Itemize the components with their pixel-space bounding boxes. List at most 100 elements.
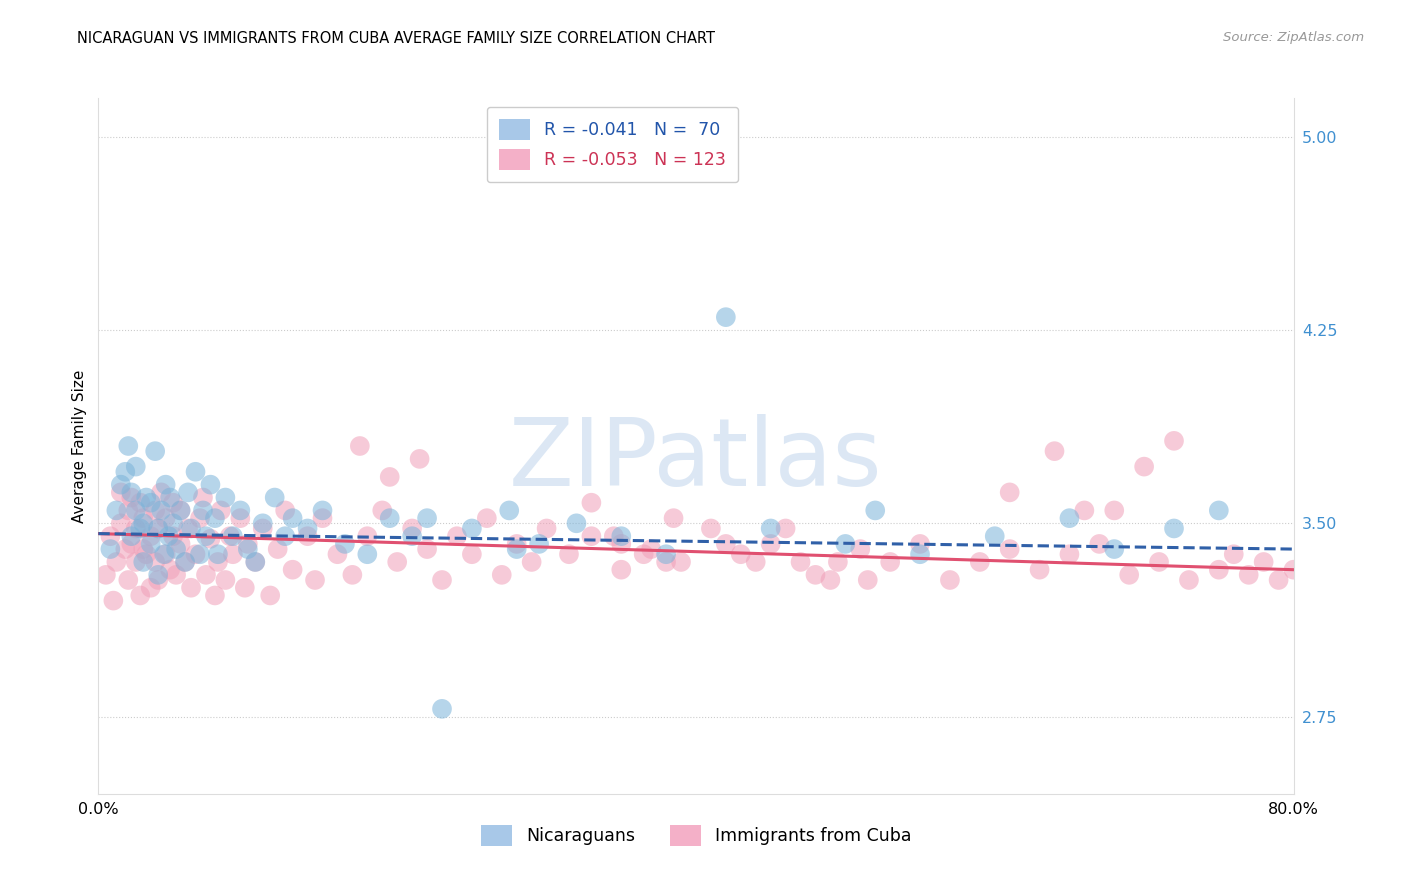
Point xyxy=(191,491,214,505)
Point xyxy=(125,503,148,517)
Point xyxy=(655,547,678,561)
Point xyxy=(349,439,371,453)
Point xyxy=(446,529,468,543)
Point xyxy=(311,503,333,517)
Point xyxy=(125,521,148,535)
Point xyxy=(1088,537,1111,551)
Point xyxy=(640,542,662,557)
Point xyxy=(610,529,633,543)
Point xyxy=(129,521,152,535)
Point xyxy=(714,310,737,325)
Point xyxy=(378,470,401,484)
Point xyxy=(105,503,128,517)
Point xyxy=(132,511,155,525)
Point xyxy=(139,529,162,543)
Point xyxy=(1104,542,1126,557)
Point xyxy=(143,555,166,569)
Point xyxy=(236,537,259,551)
Point xyxy=(1163,521,1185,535)
Point xyxy=(184,465,207,479)
Point xyxy=(105,555,128,569)
Point xyxy=(879,555,901,569)
Point xyxy=(180,581,202,595)
Point xyxy=(200,477,222,491)
Point xyxy=(498,503,520,517)
Point xyxy=(184,547,207,561)
Point xyxy=(633,547,655,561)
Point xyxy=(135,547,157,561)
Legend: Nicaraguans, Immigrants from Cuba: Nicaraguans, Immigrants from Cuba xyxy=(472,816,920,855)
Point xyxy=(117,439,139,453)
Point xyxy=(120,529,142,543)
Point xyxy=(148,567,170,582)
Point xyxy=(200,532,222,546)
Point xyxy=(581,496,603,510)
Point xyxy=(1043,444,1066,458)
Point xyxy=(669,555,692,569)
Point xyxy=(103,593,125,607)
Point xyxy=(475,511,498,525)
Point xyxy=(132,542,155,557)
Point xyxy=(281,563,304,577)
Point xyxy=(110,516,132,531)
Point xyxy=(998,485,1021,500)
Point xyxy=(98,542,122,557)
Point xyxy=(188,547,211,561)
Point xyxy=(252,516,274,531)
Point xyxy=(378,511,401,525)
Point xyxy=(401,529,423,543)
Point xyxy=(274,503,297,517)
Point xyxy=(1133,459,1156,474)
Point xyxy=(236,542,259,557)
Point xyxy=(603,529,626,543)
Point xyxy=(834,537,856,551)
Point xyxy=(1147,555,1170,569)
Point xyxy=(143,503,166,517)
Point xyxy=(998,542,1021,557)
Point xyxy=(214,573,236,587)
Point xyxy=(207,555,229,569)
Point xyxy=(356,547,378,561)
Point xyxy=(984,529,1007,543)
Text: NICARAGUAN VS IMMIGRANTS FROM CUBA AVERAGE FAMILY SIZE CORRELATION CHART: NICARAGUAN VS IMMIGRANTS FROM CUBA AVERA… xyxy=(77,31,716,46)
Point xyxy=(153,547,176,561)
Point xyxy=(165,542,187,557)
Point xyxy=(371,503,394,517)
Text: Source: ZipAtlas.com: Source: ZipAtlas.com xyxy=(1223,31,1364,45)
Point xyxy=(565,516,588,531)
Point xyxy=(245,555,267,569)
Point xyxy=(114,465,136,479)
Point xyxy=(1073,503,1095,517)
Point xyxy=(143,444,166,458)
Point xyxy=(385,555,409,569)
Point xyxy=(132,516,155,531)
Point xyxy=(267,542,290,557)
Point xyxy=(229,503,252,517)
Point xyxy=(1059,547,1081,561)
Point xyxy=(204,589,226,603)
Point xyxy=(461,521,484,535)
Point xyxy=(1208,503,1230,517)
Point xyxy=(177,485,200,500)
Point xyxy=(110,477,132,491)
Point xyxy=(191,503,214,517)
Point xyxy=(1253,555,1275,569)
Point xyxy=(789,555,811,569)
Point xyxy=(233,581,256,595)
Point xyxy=(356,529,378,543)
Point xyxy=(536,521,558,535)
Point xyxy=(827,555,849,569)
Point xyxy=(117,503,139,517)
Point xyxy=(117,573,139,587)
Point xyxy=(714,537,737,551)
Point xyxy=(114,542,136,557)
Point xyxy=(416,542,439,557)
Point xyxy=(139,496,162,510)
Point xyxy=(297,529,319,543)
Point xyxy=(207,547,229,561)
Point xyxy=(222,547,245,561)
Y-axis label: Average Family Size: Average Family Size xyxy=(72,369,87,523)
Point xyxy=(222,529,245,543)
Point xyxy=(120,485,142,500)
Point xyxy=(506,542,529,557)
